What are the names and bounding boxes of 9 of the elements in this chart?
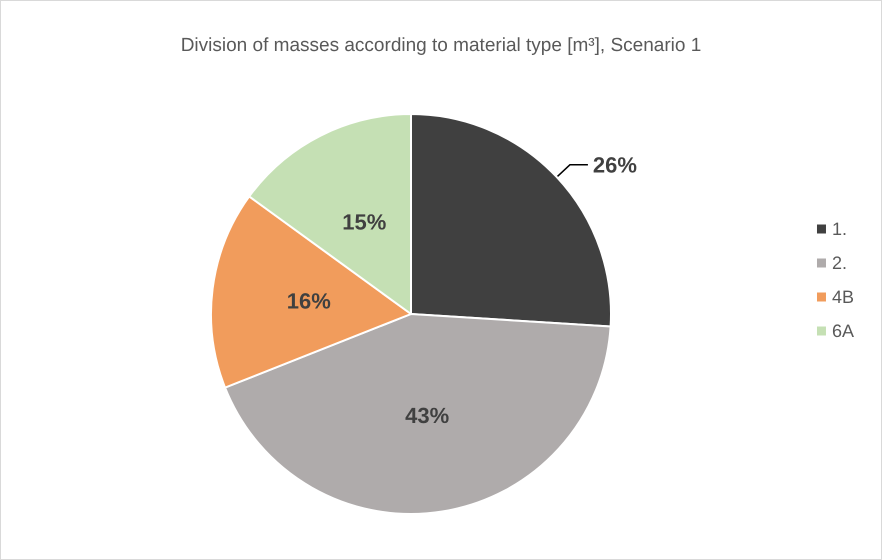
chart-title: Division of masses according to material type [m³], Scenario 1 <box>180 35 702 56</box>
legend-label: 4B <box>832 287 854 307</box>
legend-label: 1. <box>832 219 847 239</box>
data-label: 16% <box>286 288 331 314</box>
legend-label: 6A <box>832 321 854 341</box>
legend-label: 2. <box>832 253 847 273</box>
data-label: 26% <box>592 152 637 178</box>
data-label: 15% <box>342 210 386 235</box>
data-label: 43% <box>405 403 450 428</box>
